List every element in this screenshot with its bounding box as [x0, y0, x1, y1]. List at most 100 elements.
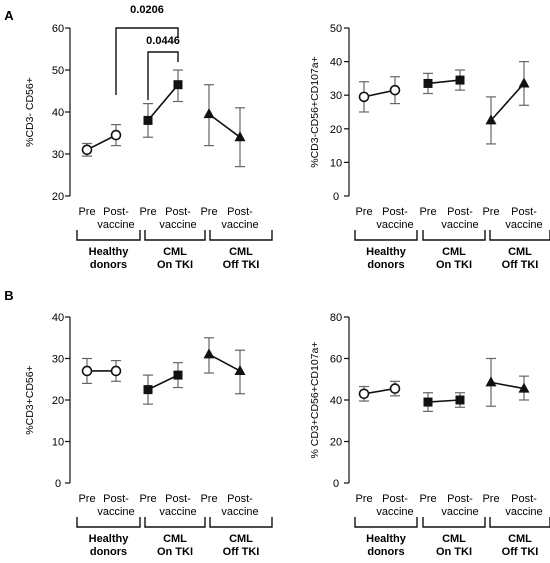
series-line — [427, 399, 461, 403]
group-bracket — [489, 517, 550, 528]
y-axis-title: %CD3- CD56+ — [24, 77, 36, 147]
y-tick-label: 40 — [330, 395, 342, 407]
condition-label: vaccine — [376, 506, 413, 518]
data-point-triangle — [203, 108, 215, 119]
series-healthy-donors — [358, 380, 401, 402]
condition-label: vaccine — [159, 219, 196, 231]
series-cml-on-tki — [143, 362, 183, 405]
group-bracket — [354, 230, 418, 241]
series-healthy-donors — [81, 357, 122, 384]
significance-bracket — [115, 27, 179, 95]
data-point-circle — [358, 91, 370, 103]
data-point-triangle — [234, 131, 246, 142]
condition-label: vaccine — [376, 219, 413, 231]
y-tick-label: 40 — [330, 57, 342, 69]
y-tick-label: 0 — [333, 191, 339, 203]
series-cml-on-tki — [423, 392, 465, 413]
y-tick-label: 30 — [330, 90, 342, 102]
series-line — [208, 353, 241, 372]
condition-label: Post- — [165, 493, 191, 505]
condition-label: vaccine — [159, 506, 196, 518]
series-healthy-donors — [358, 76, 401, 113]
series-line — [86, 134, 117, 151]
group-bracket — [489, 230, 550, 241]
group-label: Off TKI — [502, 259, 539, 271]
condition-label: Pre — [139, 493, 156, 505]
group-label: donors — [90, 259, 127, 271]
series-healthy-donors — [81, 123, 122, 157]
group-label: On TKI — [436, 546, 472, 558]
y-axis-title: % CD3+CD56+CD107a+ — [309, 341, 321, 458]
group-bracket — [209, 230, 273, 241]
y-tick-label: 40 — [52, 107, 64, 119]
group-bracket — [354, 517, 418, 528]
condition-label: Pre — [419, 493, 436, 505]
significance-bracket — [147, 51, 179, 100]
condition-label: Pre — [355, 493, 372, 505]
condition-label: Pre — [355, 206, 372, 218]
group-label: On TKI — [157, 259, 193, 271]
data-point-triangle — [234, 364, 246, 375]
condition-label: Post- — [227, 206, 253, 218]
y-axis-title: %CD3-CD56+CD107a+ — [309, 56, 321, 167]
condition-label: Pre — [482, 493, 499, 505]
condition-label: vaccine — [221, 219, 258, 231]
data-point-circle — [81, 144, 93, 156]
group-bracket — [76, 230, 141, 241]
condition-label: Post- — [382, 206, 408, 218]
y-axis-title: %CD3+CD56+ — [24, 365, 36, 434]
condition-label: Post- — [447, 206, 473, 218]
group-label: CML — [163, 533, 187, 545]
condition-label: Post- — [103, 206, 129, 218]
data-point-circle — [389, 383, 401, 394]
group-label: CML — [163, 246, 187, 258]
condition-label: Pre — [419, 206, 436, 218]
series-cml-off-tki — [203, 84, 246, 168]
chart-a-right: 0 10 20 30 40 50 %CD3-CD56+CD107a+ Pre Post-vacc… — [309, 23, 550, 271]
data-point-triangle — [518, 77, 530, 88]
y-tick-label: 80 — [330, 312, 342, 324]
y-tick-label: 50 — [52, 65, 64, 77]
condition-label: Post- — [382, 493, 408, 505]
y-tick-label: 30 — [52, 354, 64, 366]
condition-label: Pre — [78, 206, 95, 218]
y-tick-label: 30 — [52, 149, 64, 161]
y-tick-label: 20 — [52, 395, 64, 407]
condition-label: Post- — [447, 493, 473, 505]
group-label: Healthy — [89, 246, 130, 258]
group-bracket — [144, 230, 206, 241]
data-point-square — [173, 370, 183, 380]
group-label: donors — [367, 259, 404, 271]
data-point-circle — [389, 84, 401, 96]
condition-label: vaccine — [441, 506, 478, 518]
data-point-square — [143, 115, 153, 125]
group-bracket — [144, 517, 206, 528]
y-tick-label: 10 — [330, 157, 342, 169]
condition-label: Post- — [511, 493, 537, 505]
y-tick-label: 10 — [52, 437, 64, 449]
series-cml-on-tki — [423, 69, 465, 95]
condition-label: Pre — [78, 493, 95, 505]
panel-label-a: A — [4, 8, 14, 23]
data-point-square — [143, 385, 153, 395]
data-point-circle — [110, 365, 122, 377]
series-cml-on-tki — [143, 69, 183, 138]
y-tick-label: 20 — [330, 124, 342, 136]
condition-label: vaccine — [221, 506, 258, 518]
chart-b-right: 0 20 40 60 80 % CD3+CD56+CD107a+ Pre Post-vacci… — [309, 312, 550, 558]
condition-label: vaccine — [97, 506, 134, 518]
condition-label: Pre — [482, 206, 499, 218]
group-label: Healthy — [366, 246, 407, 258]
group-label: donors — [90, 546, 127, 558]
series-line — [147, 84, 179, 121]
condition-label: vaccine — [505, 219, 542, 231]
y-tick-label: 0 — [55, 478, 61, 490]
group-label: donors — [367, 546, 404, 558]
series-cml-off-tki — [485, 60, 530, 145]
y-tick-label: 50 — [330, 23, 342, 35]
condition-label: Post- — [103, 493, 129, 505]
y-tick-label: 20 — [52, 191, 64, 203]
